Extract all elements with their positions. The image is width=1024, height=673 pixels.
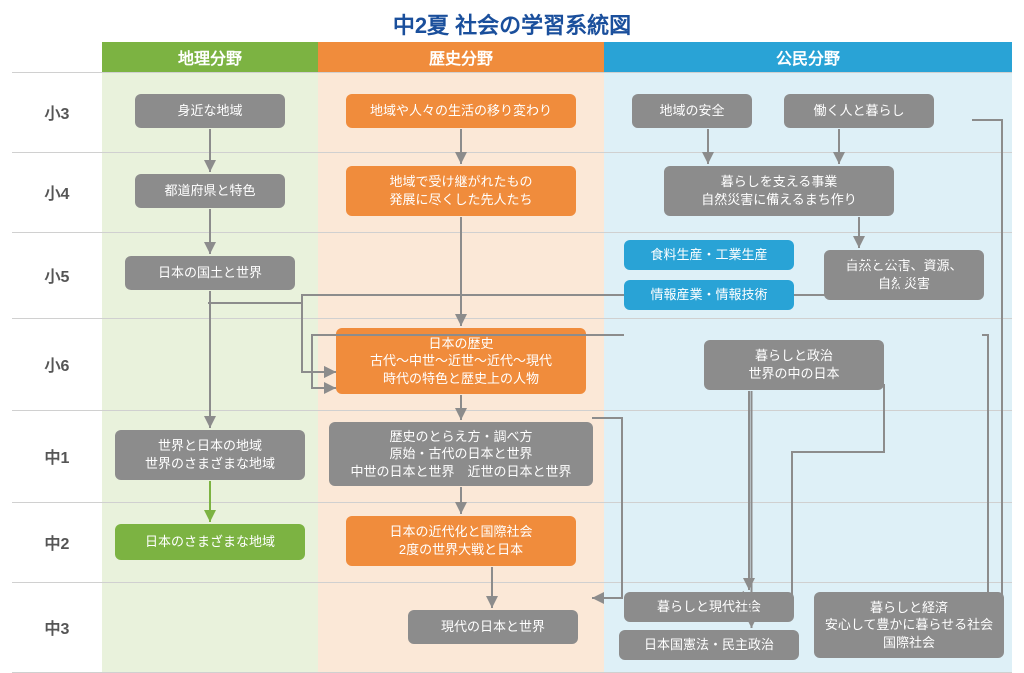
row-label: 小4	[12, 152, 102, 232]
grid-line	[12, 502, 1012, 503]
diagram-grid: 地理分野歴史分野公民分野小3小4小5小6中1中2中3身近な地域都道府県と特色日本…	[12, 42, 1012, 661]
grid-line	[12, 152, 1012, 153]
node-c5b: 情報産業・情報技術	[624, 280, 794, 310]
node-g7: 世界と日本の地域世界のさまざまな地域	[115, 430, 305, 480]
node-h9: 現代の日本と世界	[408, 610, 578, 644]
node-c3b: 働く人と暮らし	[784, 94, 934, 128]
page-title: 中2夏 社会の学習系統図	[0, 0, 1024, 46]
row-label: 小5	[12, 232, 102, 318]
node-c6: 暮らしと政治世界の中の日本	[704, 340, 884, 390]
node-c9b: 日本国憲法・民主政治	[619, 630, 799, 660]
row-label: 中1	[12, 410, 102, 502]
node-h8: 日本の近代化と国際社会2度の世界大戦と日本	[346, 516, 576, 566]
grid-line	[12, 72, 1012, 73]
grid-line	[12, 410, 1012, 411]
node-c5a: 食料生産・工業生産	[624, 240, 794, 270]
node-h3: 地域や人々の生活の移り変わり	[346, 94, 576, 128]
grid-line	[12, 318, 1012, 319]
node-h4: 地域で受け継がれたもの発展に尽くした先人たち	[346, 166, 576, 216]
node-g3: 身近な地域	[135, 94, 285, 128]
row-label: 中2	[12, 502, 102, 582]
node-h7: 歴史のとらえ方・調べ方原始・古代の日本と世界中世の日本と世界 近世の日本と世界	[329, 422, 593, 486]
column-header-geo: 地理分野	[102, 42, 318, 72]
node-c5c: 自然と公害、資源、自然災害	[824, 250, 984, 300]
node-h6: 日本の歴史古代〜中世〜近世〜近代〜現代時代の特色と歴史上の人物	[336, 328, 586, 394]
node-c9c: 暮らしと経済安心して豊かに暮らせる社会国際社会	[814, 592, 1004, 658]
row-label: 小3	[12, 72, 102, 152]
grid-line	[12, 582, 1012, 583]
row-label: 中3	[12, 582, 102, 672]
column-header-civ: 公民分野	[604, 42, 1012, 72]
node-g4: 都道府県と特色	[135, 174, 285, 208]
node-c4: 暮らしを支える事業自然災害に備えるまち作り	[664, 166, 894, 216]
column-header-hist: 歴史分野	[318, 42, 604, 72]
node-g5: 日本の国土と世界	[125, 256, 295, 290]
node-c9a: 暮らしと現代社会	[624, 592, 794, 622]
row-label: 小6	[12, 318, 102, 410]
grid-line	[12, 232, 1012, 233]
node-c3a: 地域の安全	[632, 94, 752, 128]
node-g8: 日本のさまざまな地域	[115, 524, 305, 560]
